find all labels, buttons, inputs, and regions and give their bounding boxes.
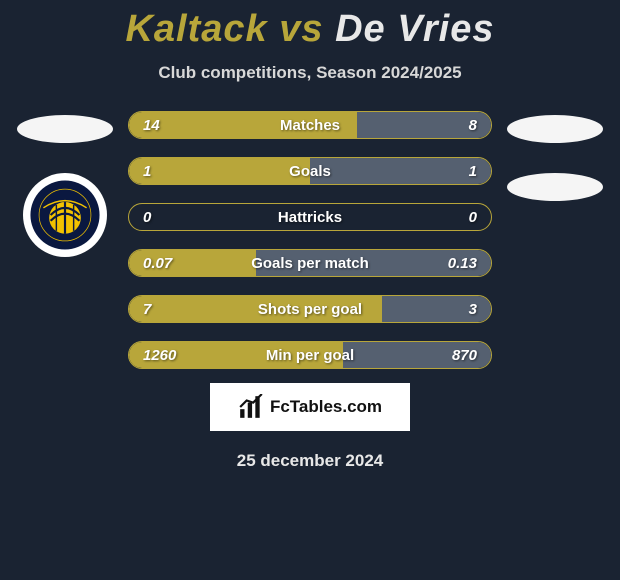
subtitle: Club competitions, Season 2024/2025 (0, 63, 620, 83)
brand-badge[interactable]: FcTables.com (210, 383, 410, 431)
comparison-body: 148Matches 11Goals 00Hattricks 0.070.13Goal… (0, 111, 620, 369)
stat-label: Goals per match (129, 255, 491, 272)
player-right-photo-placeholder (507, 115, 603, 143)
stat-row: 1260870Min per goal (128, 341, 492, 369)
player-left-name: Kaltack (125, 8, 267, 50)
player-right-name: De Vries (335, 8, 494, 50)
player-left-photo-placeholder (17, 115, 113, 143)
mariners-crest-icon (29, 179, 101, 251)
stats-column: 148Matches 11Goals 00Hattricks 0.070.13Goal… (120, 111, 500, 369)
stat-label: Hattricks (129, 209, 491, 226)
stat-row: 00Hattricks (128, 203, 492, 231)
left-column (10, 111, 120, 257)
stat-row: 0.070.13Goals per match (128, 249, 492, 277)
club-badge-right-placeholder (507, 173, 603, 201)
club-badge-left (23, 173, 107, 257)
stat-row: 11Goals (128, 157, 492, 185)
brand-name: FcTables.com (270, 397, 382, 417)
stat-label: Min per goal (129, 347, 491, 364)
fctables-chart-icon (238, 394, 264, 420)
stat-label: Shots per goal (129, 301, 491, 318)
stat-label: Matches (129, 117, 491, 134)
stat-row: 73Shots per goal (128, 295, 492, 323)
footer-date: 25 december 2024 (0, 451, 620, 471)
stat-row: 148Matches (128, 111, 492, 139)
vs-label: vs (279, 8, 323, 50)
right-column (500, 111, 610, 201)
stat-label: Goals (129, 163, 491, 180)
comparison-title: Kaltack vs De Vries (0, 0, 620, 51)
